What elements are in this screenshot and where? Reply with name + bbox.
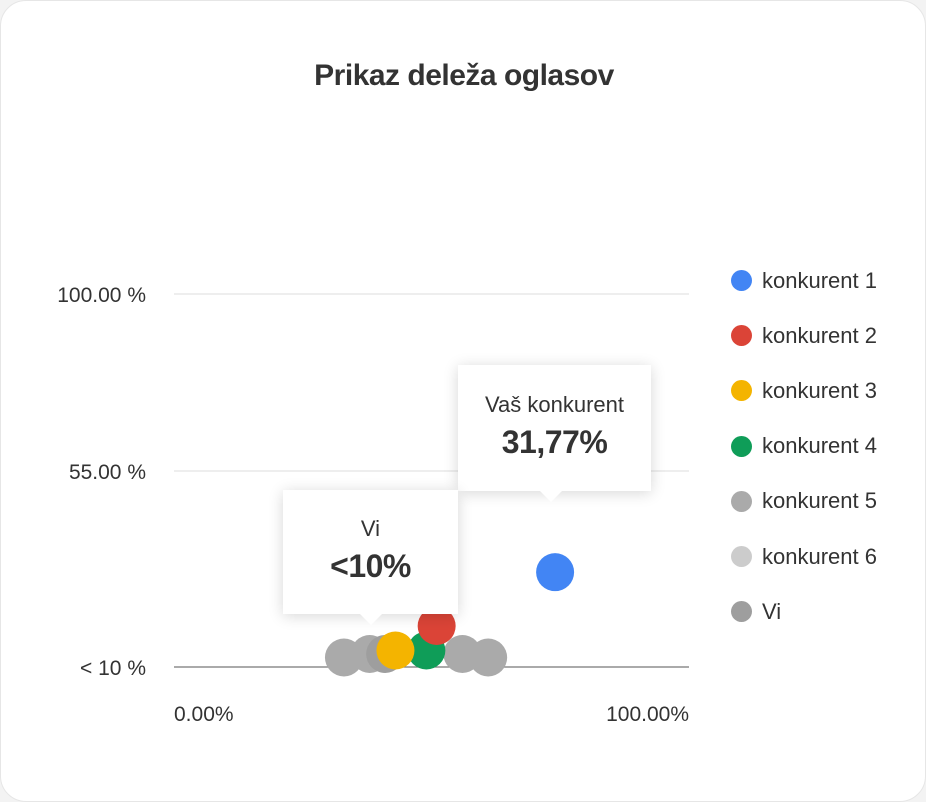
x-tick-label: 100.00% [606, 703, 689, 726]
legend-dot-icon [731, 546, 752, 568]
you-callout: Vi <10% [283, 490, 458, 625]
competitor-callout-value: 31,77% [501, 424, 608, 460]
you-callout-value: <10% [330, 548, 411, 584]
chart-legend: konkurent 1 konkurent 2 konkurent 3 konkure… [731, 253, 877, 639]
legend-item[interactable]: konkurent 3 [731, 363, 877, 418]
legend-dot-icon [731, 270, 752, 292]
legend-item[interactable]: konkurent 2 [731, 308, 877, 363]
legend-item[interactable]: Vi [731, 584, 877, 639]
legend-dot-icon [731, 435, 752, 457]
data-point[interactable] [469, 638, 508, 677]
data-point[interactable] [417, 607, 456, 645]
legend-item[interactable]: konkurent 5 [731, 474, 877, 529]
chart-title: Prikaz deleža oglasov [314, 59, 614, 92]
x-tick-label: 0.00% [174, 703, 234, 726]
competitor-callout: Vaš konkurent 31,77% [458, 365, 651, 502]
y-tick-label: < 10 % [80, 657, 146, 680]
legend-dot-icon [731, 490, 752, 512]
legend-label: Vi [762, 598, 782, 624]
legend-label: konkurent 4 [762, 433, 877, 459]
legend-label: konkurent 6 [762, 543, 877, 569]
y-tick-label: 55.00 % [69, 461, 146, 484]
data-point[interactable] [376, 631, 415, 670]
legend-item[interactable]: konkurent 1 [731, 253, 877, 308]
legend-dot-icon [731, 380, 752, 402]
legend-dot-icon [731, 601, 752, 623]
legend-label: konkurent 3 [762, 377, 877, 403]
legend-label: konkurent 2 [762, 322, 877, 348]
legend-label: konkurent 5 [762, 488, 877, 514]
y-tick-label: 100.00 % [57, 284, 146, 307]
data-point[interactable] [536, 553, 575, 592]
you-callout-label: Vi [360, 516, 381, 541]
legend-dot-icon [731, 325, 752, 347]
competitor-callout-label: Vaš konkurent [484, 392, 624, 417]
legend-label: konkurent 1 [762, 267, 877, 293]
legend-item[interactable]: konkurent 6 [731, 529, 877, 584]
legend-item[interactable]: konkurent 4 [731, 419, 877, 474]
